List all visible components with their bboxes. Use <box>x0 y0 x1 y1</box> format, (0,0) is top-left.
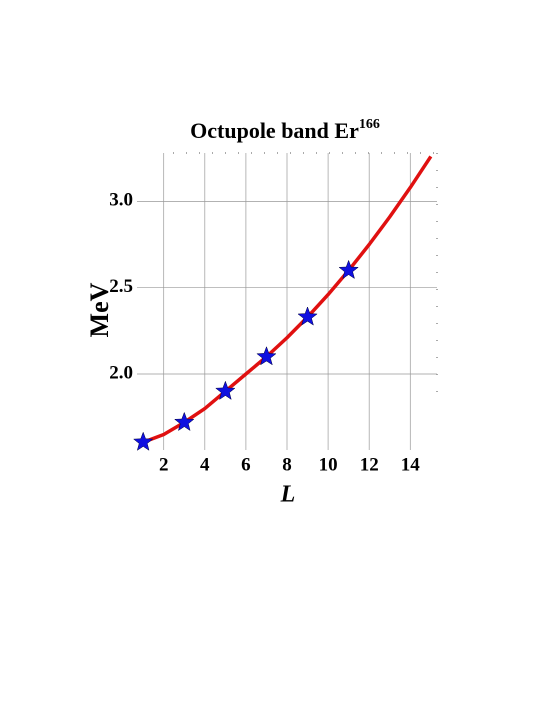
title-text: Octupole band Er <box>190 118 359 143</box>
star-marker <box>133 431 154 451</box>
x-tick-label: 6 <box>241 454 251 475</box>
star-marker <box>256 346 277 366</box>
y-axis-label: MeV <box>85 282 114 337</box>
x-axis-label: L <box>280 482 296 508</box>
y-tick-label: 2.5 <box>109 276 133 297</box>
x-tick-label: 14 <box>401 454 421 475</box>
y-tick-label: 2.0 <box>109 362 133 383</box>
star-marker <box>174 411 195 432</box>
star-marker <box>297 306 318 326</box>
title-superscript: 166 <box>359 117 380 132</box>
fit-curve <box>142 155 433 444</box>
x-tick-label: 4 <box>200 454 210 475</box>
star-marker <box>338 259 359 280</box>
x-tick-label: 8 <box>282 454 292 475</box>
y-tick-label: 3.0 <box>109 190 133 211</box>
x-tick-label: 2 <box>159 454 169 475</box>
x-tick-label: 12 <box>360 454 379 475</box>
chart-title: Octupole band Er166 <box>190 117 380 143</box>
star-marker <box>215 380 236 400</box>
x-tick-label: 10 <box>319 454 338 475</box>
